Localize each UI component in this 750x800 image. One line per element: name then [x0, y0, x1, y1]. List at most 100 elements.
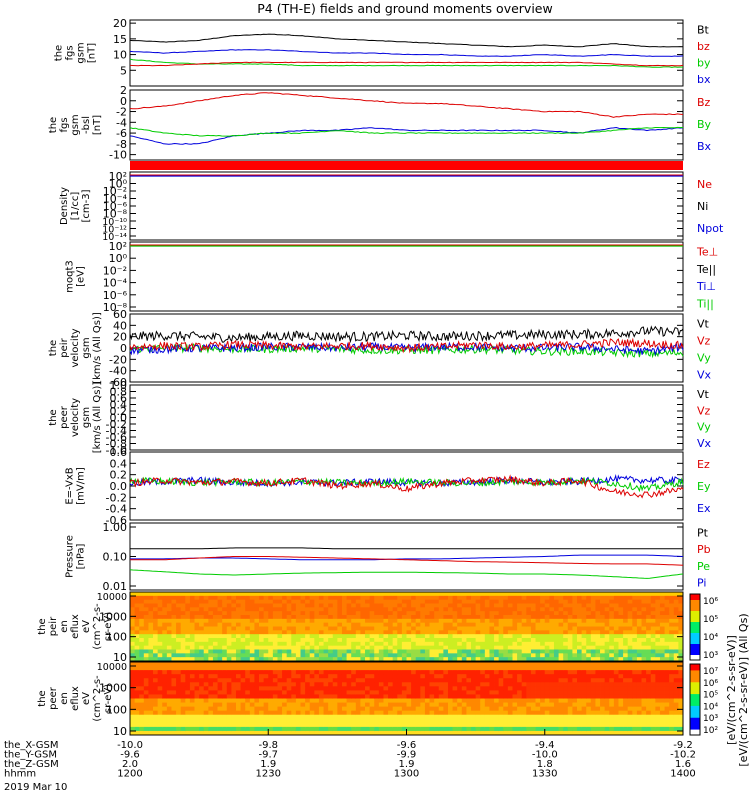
heatmap-cell [512, 678, 518, 683]
heatmap-cell [411, 603, 417, 608]
heatmap-cell [507, 649, 513, 654]
heatmap-cell [208, 694, 214, 699]
colorbar-upper-tick: 10³ [703, 651, 718, 661]
heatmap-cell [489, 706, 495, 712]
heatmap-cell [659, 634, 665, 639]
heatmap-cell [641, 657, 647, 662]
heatmap-cell [176, 634, 182, 639]
heatmap-cell [217, 615, 223, 620]
heatmap-cell [226, 690, 232, 695]
heatmap-cell [134, 634, 140, 639]
heatmap-cell [374, 595, 380, 601]
heatmap-cell [305, 686, 311, 691]
heatmap-cell [632, 702, 638, 708]
heatmap-cell [494, 638, 500, 643]
heatmap-cell [148, 726, 154, 732]
heatmap-cell [401, 592, 407, 597]
heatmap-cell [388, 722, 394, 728]
heatmap-cell [254, 622, 260, 627]
heatmap-cell [563, 653, 569, 658]
legend-entry: Vy [697, 421, 711, 434]
heatmap-cell [153, 657, 159, 662]
heatmap-cell [189, 714, 195, 720]
heatmap-cell [355, 599, 361, 604]
heatmap-cell [646, 638, 652, 643]
heatmap-cell [618, 662, 624, 667]
heatmap-cell [498, 603, 504, 608]
heatmap-cell [641, 718, 647, 724]
colorbar-cell [690, 642, 700, 644]
heatmap-cell [282, 653, 288, 658]
heatmap-cell [503, 666, 509, 671]
heatmap-cell [176, 607, 182, 612]
x-tick-label: 1.8 [537, 759, 553, 770]
heatmap-cell [420, 630, 426, 635]
heatmap-cell [535, 638, 541, 643]
heatmap-cell [185, 649, 191, 654]
heatmap-cell [332, 592, 338, 597]
heatmap-cell [494, 706, 500, 712]
heatmap-cell [544, 694, 550, 699]
heatmap-cell [475, 662, 481, 667]
heatmap-cell [208, 686, 214, 691]
heatmap-cell [323, 690, 329, 695]
heatmap-cell [512, 641, 518, 647]
heatmap-cell [212, 730, 218, 736]
heatmap-cell [650, 710, 656, 716]
heatmap-cell [346, 702, 352, 708]
heatmap-cell [208, 678, 214, 683]
heatmap-cell [318, 730, 324, 736]
heatmap-cell [577, 649, 583, 654]
heatmap-cell [613, 698, 619, 703]
heatmap-cell [360, 722, 366, 728]
heatmap-cell [604, 603, 610, 608]
heatmap-cell [305, 595, 311, 601]
heatmap-cell [360, 694, 366, 699]
heatmap-cell [332, 666, 338, 671]
heatmap-cell [415, 607, 421, 612]
heatmap-cell [471, 653, 477, 658]
heatmap-cell [162, 638, 168, 643]
heatmap-cell [489, 690, 495, 695]
heatmap-cell [600, 618, 606, 624]
heatmap-cell [341, 698, 347, 703]
heatmap-cell [567, 722, 573, 728]
heatmap-cell [480, 686, 486, 691]
heatmap-cell [199, 634, 205, 639]
heatmap-cell [512, 592, 518, 597]
heatmap-cell [263, 702, 269, 708]
heatmap-cell [567, 603, 573, 608]
heatmap-cell [212, 682, 218, 687]
heatmap-cell [540, 622, 546, 627]
heatmap-cell [434, 622, 440, 627]
heatmap-cell [535, 626, 541, 631]
heatmap-cell [346, 638, 352, 643]
heatmap-cell [475, 714, 481, 720]
heatmap-cell [222, 674, 228, 679]
heatmap-cell [650, 678, 656, 683]
y-axis-label-line: [nT] [87, 43, 98, 63]
heatmap-cell [162, 641, 168, 647]
heatmap-cell [148, 607, 154, 612]
heatmap-cell [517, 710, 523, 716]
heatmap-cell [457, 649, 463, 654]
heatmap-cell [650, 638, 656, 643]
heatmap-cell [540, 607, 546, 612]
heatmap-cell [130, 722, 136, 728]
heatmap-cell [521, 615, 527, 620]
heatmap-cell [613, 653, 619, 658]
heatmap-cell [590, 674, 596, 679]
heatmap-cell [199, 615, 205, 620]
heatmap-cell [300, 599, 306, 604]
heatmap-cell [586, 726, 592, 732]
heatmap-cell [521, 653, 527, 658]
heatmap-cell [604, 630, 610, 635]
heatmap-cell [659, 690, 665, 695]
heatmap-cell [466, 694, 472, 699]
heatmap-cell [392, 682, 398, 687]
y-tick-label: 15 [113, 33, 127, 46]
heatmap-cell [526, 595, 532, 601]
heatmap-cell [627, 622, 633, 627]
legend-entry: Ne [697, 178, 712, 191]
heatmap-cell [217, 595, 223, 601]
